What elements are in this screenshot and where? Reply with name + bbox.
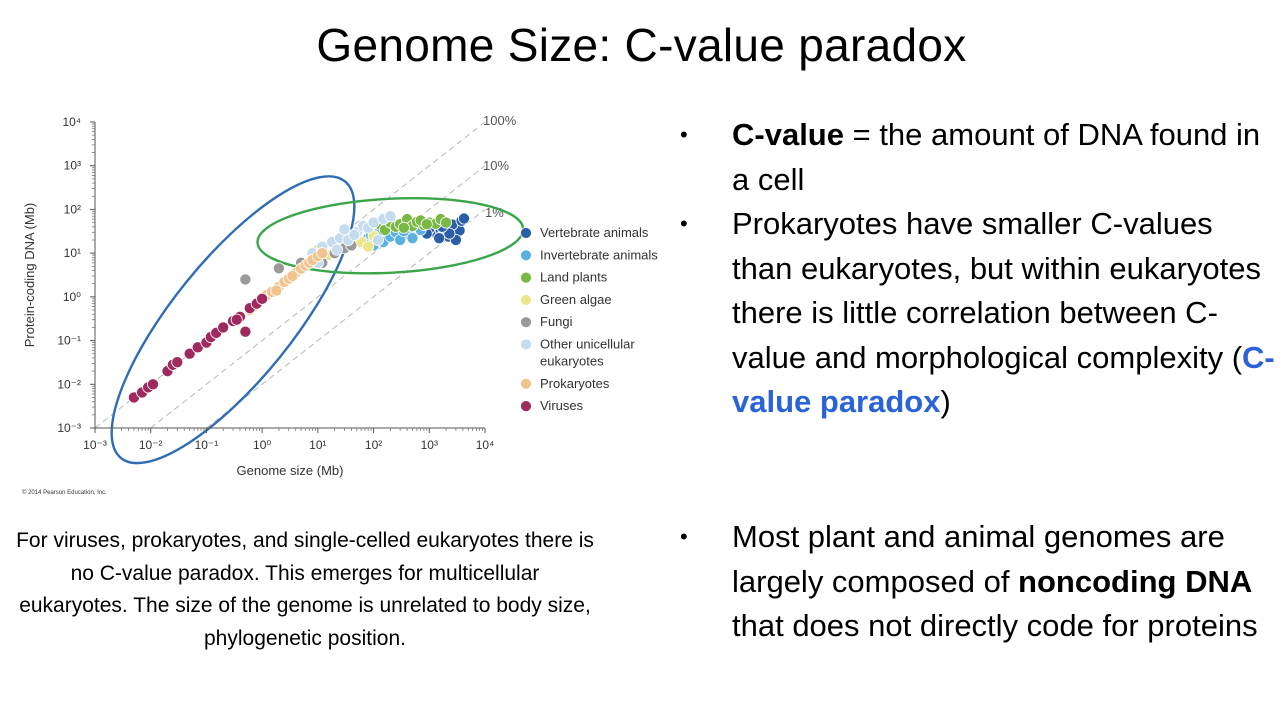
y-tick-label: 10³ <box>64 159 81 173</box>
y-tick-label: 10⁻¹ <box>57 334 81 348</box>
bullet-c-value: • C-value = the amount of DNA found in a… <box>680 113 1280 202</box>
bullet-marker: • <box>680 211 688 236</box>
viruses-point <box>217 321 230 334</box>
prokaryotes-text: Prokaryotes have smaller C-values than e… <box>732 206 1262 375</box>
noncoding-text: Most plant and animal genomes are largel… <box>732 519 1225 599</box>
legend-label-fungi: Fungi <box>540 314 573 329</box>
legend-marker-land-plants <box>520 271 532 284</box>
c-value-term: C-value <box>732 117 844 152</box>
prokaryotes-text-end: ) <box>940 384 951 419</box>
legend-marker-green-algae <box>520 293 532 306</box>
viruses-point <box>183 347 196 360</box>
x-tick-label: 10⁻¹ <box>195 438 219 452</box>
y-tick-label: 10⁻³ <box>57 421 81 435</box>
green-algae-point <box>362 240 375 253</box>
x-tick-label: 10⁻² <box>139 438 163 452</box>
land-plants-point <box>420 218 433 231</box>
prokaryotes-point <box>270 284 283 297</box>
x-tick-label: 10² <box>365 438 382 452</box>
legend-label-invertebrate-animals: Invertebrate animals <box>540 247 658 262</box>
viruses-point <box>147 378 160 391</box>
vertebrate-animals-point <box>433 232 446 245</box>
viruses-point <box>230 313 243 326</box>
y-tick-label: 10¹ <box>64 246 81 260</box>
noncoding-text-end: that does not directly code for proteins <box>732 608 1258 643</box>
reference-line-label: 10% <box>483 158 509 173</box>
c-value-paradox-term: C-value paradox <box>732 339 1275 420</box>
x-axis-label: Genome size (Mb) <box>237 463 344 478</box>
other-unicellular-eukaryotes-point <box>371 233 384 246</box>
y-tick-label: 10⁴ <box>62 115 81 129</box>
c-value-definition: = the amount of DNA found in a cell <box>732 117 1261 197</box>
x-tick-label: 10⁰ <box>253 438 271 452</box>
x-tick-label: 10¹ <box>309 438 326 452</box>
bullet-list-top: • C-value = the amount of DNA found in a… <box>680 113 1280 425</box>
reference-line <box>206 209 486 429</box>
fungi-point <box>272 262 285 275</box>
y-tick-label: 10⁻² <box>57 377 81 391</box>
fungi-point <box>239 273 252 286</box>
y-tick-label: 10⁰ <box>63 290 81 304</box>
x-tick-label: 10⁴ <box>476 438 495 452</box>
other-unicellular-eukaryotes-point <box>330 243 343 256</box>
legend-label-prokaryotes: Prokaryotes <box>540 376 610 391</box>
slide-title: Genome Size: C-value paradox <box>316 19 967 71</box>
bullet-prokaryotes: • Prokaryotes have smaller C-values than… <box>680 202 1280 425</box>
bullet-noncoding: • Most plant and animal genomes are larg… <box>680 515 1280 649</box>
viruses-point <box>256 292 269 305</box>
legend-marker-viruses <box>520 400 532 413</box>
reference-line <box>150 165 486 429</box>
vertebrate-animals-point <box>443 227 456 240</box>
genome-size-chart: 100% 10% 1% 10⁻³ 10⁻³ 10⁻² 10⁻² 10⁻¹ 10⁻¹ 10⁰ 10⁰… <box>0 100 700 510</box>
legend-label-viruses: Viruses <box>540 398 584 413</box>
vertebrate-animals-point <box>458 212 471 225</box>
legend-label-green-algae: Green algae <box>540 292 612 307</box>
other-unicellular-eukaryotes-point <box>348 229 361 242</box>
legend-label-land-plants: Land plants <box>540 270 608 285</box>
x-tick-label: 10³ <box>421 438 438 452</box>
legend-marker-fungi <box>520 316 532 329</box>
y-tick-label: 10² <box>64 202 81 216</box>
land-plants-point <box>397 221 410 234</box>
legend-label-other-unicellular-eukaryotes: eukaryotes <box>540 354 604 369</box>
legend-marker-invertebrate-animals <box>520 249 532 262</box>
reference-line-label: 100% <box>483 113 517 128</box>
bullet-marker: • <box>680 122 688 147</box>
chart-caption: For viruses, prokaryotes, and single-cel… <box>16 529 594 650</box>
prokaryotes-point <box>286 270 299 283</box>
legend-label-vertebrate-animals: Vertebrate animals <box>540 225 649 240</box>
bullet-marker: • <box>680 524 688 549</box>
noncoding-dna-term: noncoding DNA <box>1018 563 1253 599</box>
y-axis-label: Protein-coding DNA (Mb) <box>22 203 37 348</box>
invertebrate-animals-point <box>406 232 419 245</box>
bullet-list-bottom: • Most plant and animal genomes are larg… <box>680 515 1280 649</box>
legend-marker-other-unicellular-eukaryotes <box>520 338 532 351</box>
legend-label-other-unicellular-eukaryotes: Other unicellular <box>540 337 635 352</box>
chart-svg: 100%10%1% 10⁻³10⁻³10⁻²10⁻²10⁻¹10⁻¹10⁰10⁰… <box>22 113 658 478</box>
legend-marker-vertebrate-animals <box>520 227 532 239</box>
legend-marker-prokaryotes <box>520 377 532 390</box>
other-unicellular-eukaryotes-point <box>338 223 351 236</box>
viruses-point <box>171 356 184 369</box>
copyright-notice: © 2014 Pearson Education, Inc. <box>22 490 107 496</box>
reference-line <box>94 121 486 429</box>
other-unicellular-eukaryotes-point <box>384 210 397 223</box>
prokaryotes-point <box>316 247 329 260</box>
viruses-point <box>239 325 252 338</box>
land-plants-point <box>440 216 453 229</box>
blue-ellipse <box>110 175 356 465</box>
x-tick-label: 10⁻³ <box>83 438 107 452</box>
